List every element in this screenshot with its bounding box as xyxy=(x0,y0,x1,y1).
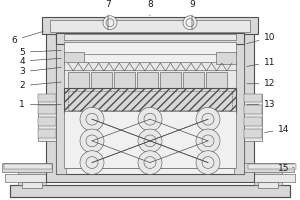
Bar xyxy=(64,34,236,40)
Bar xyxy=(10,185,290,197)
Bar xyxy=(5,174,50,182)
Bar xyxy=(46,27,254,182)
Bar xyxy=(250,174,295,182)
Bar xyxy=(38,94,56,141)
Circle shape xyxy=(80,107,104,131)
Bar xyxy=(56,33,66,174)
Bar xyxy=(216,52,236,64)
Bar xyxy=(38,94,56,102)
Bar xyxy=(64,111,236,168)
Bar xyxy=(64,62,236,72)
Text: 3: 3 xyxy=(19,67,61,76)
Bar xyxy=(38,117,56,126)
Bar xyxy=(38,105,56,114)
Text: 5: 5 xyxy=(19,48,61,57)
Text: 9: 9 xyxy=(189,0,195,30)
Text: 8: 8 xyxy=(147,0,153,16)
Bar xyxy=(244,129,262,138)
Bar xyxy=(234,33,244,174)
Circle shape xyxy=(103,16,117,30)
Text: 12: 12 xyxy=(247,79,276,88)
Bar xyxy=(42,17,258,34)
Bar xyxy=(206,72,227,88)
Bar xyxy=(244,163,294,172)
Bar xyxy=(64,42,236,54)
Bar xyxy=(244,94,262,141)
Bar xyxy=(38,129,56,138)
Circle shape xyxy=(196,151,220,174)
Text: 15: 15 xyxy=(278,164,294,173)
Circle shape xyxy=(80,129,104,153)
Bar xyxy=(254,164,282,185)
Bar xyxy=(56,33,244,44)
Bar xyxy=(244,117,262,126)
Bar xyxy=(244,105,262,114)
Text: 10: 10 xyxy=(247,33,276,44)
Circle shape xyxy=(80,151,104,174)
Bar xyxy=(64,70,236,90)
Text: 6: 6 xyxy=(11,31,43,45)
Bar xyxy=(91,72,112,88)
Bar xyxy=(56,33,244,174)
Circle shape xyxy=(138,107,162,131)
Bar xyxy=(68,91,232,110)
Text: 11: 11 xyxy=(247,58,276,67)
Bar xyxy=(10,185,290,197)
Bar xyxy=(22,182,42,188)
Bar xyxy=(114,72,135,88)
Text: 14: 14 xyxy=(265,125,290,134)
Bar xyxy=(68,72,89,88)
Bar xyxy=(50,20,250,32)
Circle shape xyxy=(183,16,197,30)
Text: 13: 13 xyxy=(247,100,276,109)
Circle shape xyxy=(138,151,162,174)
Bar xyxy=(244,94,262,102)
Bar xyxy=(18,164,46,185)
Bar xyxy=(64,52,84,64)
Bar xyxy=(4,164,52,169)
Text: 2: 2 xyxy=(19,81,61,90)
Bar xyxy=(64,38,236,168)
Bar xyxy=(2,163,52,172)
Bar xyxy=(248,164,296,169)
Text: 1: 1 xyxy=(19,100,61,109)
Bar xyxy=(64,88,236,113)
Bar xyxy=(137,72,158,88)
Text: 7: 7 xyxy=(105,0,111,30)
Bar xyxy=(160,72,181,88)
Circle shape xyxy=(196,129,220,153)
Bar xyxy=(183,72,204,88)
Bar xyxy=(258,182,278,188)
Circle shape xyxy=(138,129,162,153)
Circle shape xyxy=(196,107,220,131)
Text: 4: 4 xyxy=(19,57,61,66)
